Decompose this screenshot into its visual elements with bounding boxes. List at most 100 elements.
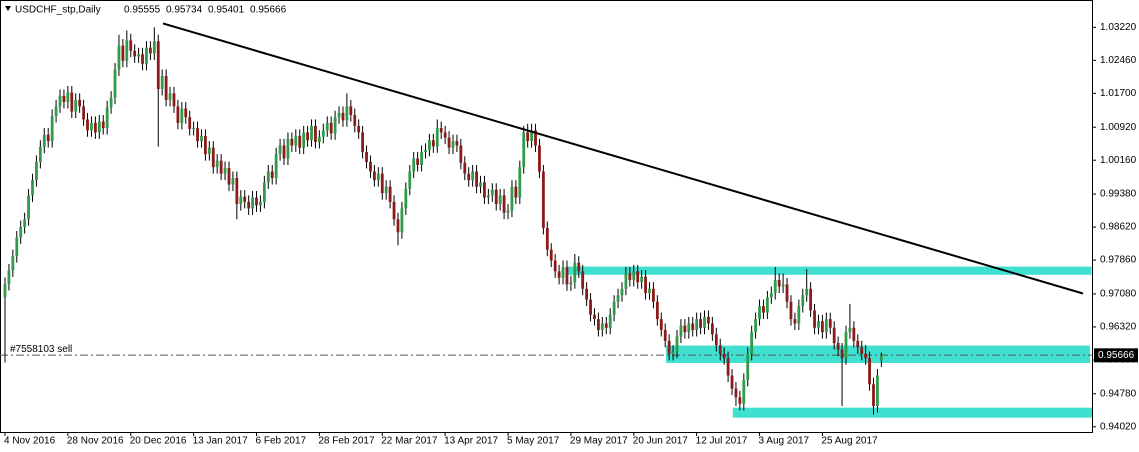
- candle-body: [762, 306, 765, 313]
- candle-body: [54, 106, 58, 116]
- candle-body: [864, 353, 868, 359]
- candle-body: [502, 195, 506, 213]
- candle-body: [809, 288, 813, 311]
- candle-body: [333, 117, 337, 134]
- candle-body: [553, 260, 557, 272]
- candle-body: [133, 50, 137, 57]
- candle-body: [365, 151, 368, 162]
- candle-body: [675, 336, 679, 352]
- candle-body: [856, 340, 860, 348]
- header-close: 0.95666: [250, 5, 287, 16]
- candle-body: [341, 112, 345, 121]
- candle-body: [852, 327, 856, 341]
- candle-body: [46, 134, 50, 142]
- candle-body: [345, 106, 349, 121]
- candle-body: [585, 288, 589, 300]
- candle-body: [632, 271, 636, 281]
- candle-body: [738, 397, 742, 404]
- x-tick-label: 20 Jun 2017: [633, 436, 688, 447]
- y-tick-label: 0.94780: [1100, 388, 1137, 399]
- candle-body: [805, 288, 809, 296]
- candle-body: [636, 271, 640, 283]
- candle-body: [353, 115, 357, 126]
- candle-body: [593, 314, 596, 320]
- x-tick-label: 3 Aug 2017: [759, 436, 810, 447]
- x-tick-label: 28 Feb 2017: [318, 436, 375, 447]
- candle-body: [439, 128, 443, 133]
- candle-body: [424, 149, 427, 152]
- candle-body: [137, 54, 141, 57]
- candle-body: [549, 249, 553, 261]
- candle-body: [306, 132, 309, 141]
- candle-body: [860, 347, 864, 354]
- y-tick-label: 0.97860: [1100, 255, 1137, 266]
- candle-body: [844, 332, 848, 359]
- candle-body: [447, 137, 451, 148]
- candle-body: [121, 45, 125, 61]
- order-label: #7558103 sell: [10, 344, 72, 355]
- y-tick-label: 0.94020: [1100, 421, 1137, 432]
- candle-body: [640, 276, 644, 283]
- candle-body: [255, 197, 258, 206]
- candle-body: [789, 301, 793, 320]
- candle-body: [644, 276, 647, 294]
- candle-body: [290, 138, 294, 146]
- candle-body: [663, 329, 667, 341]
- candle-body: [176, 106, 180, 123]
- candle-body: [581, 271, 585, 289]
- candle-body: [23, 219, 27, 228]
- candle-body: [435, 128, 439, 147]
- candle-body: [655, 301, 659, 320]
- header-high: 0.95734: [166, 5, 203, 16]
- x-tick-label: 6 Feb 2017: [256, 436, 307, 447]
- candle-body: [824, 319, 828, 333]
- candle-body: [667, 340, 671, 354]
- candle-body: [522, 132, 526, 168]
- candle-body: [90, 122, 93, 131]
- candle-body: [243, 196, 247, 202]
- candle-body: [765, 297, 769, 313]
- candle-body: [628, 273, 632, 281]
- price-zone: [732, 407, 1092, 418]
- candle-body: [105, 107, 109, 129]
- candle-body: [730, 375, 734, 389]
- candle-body: [624, 273, 628, 289]
- candle-body: [821, 321, 824, 333]
- candle-body: [683, 325, 687, 333]
- candle-body: [828, 319, 832, 328]
- candle-body: [648, 288, 651, 294]
- candle-body: [168, 93, 172, 100]
- x-tick-label: 22 Mar 2017: [381, 436, 438, 447]
- x-tick-label: 20 Dec 2016: [130, 436, 187, 447]
- candle-body: [373, 171, 376, 181]
- candle-body: [699, 319, 702, 328]
- candle-body: [726, 358, 730, 376]
- candle-body: [82, 106, 85, 120]
- candle-body: [483, 182, 486, 198]
- candle-body: [408, 171, 412, 189]
- candle-body: [294, 135, 298, 146]
- candle-body: [317, 136, 321, 142]
- candle-body: [608, 314, 612, 328]
- candle-body: [172, 93, 176, 107]
- candle-body: [616, 295, 620, 302]
- candle-body: [141, 54, 144, 64]
- candle-body: [50, 115, 54, 142]
- candle-body: [734, 388, 738, 398]
- candle-body: [526, 132, 530, 142]
- candle-body: [600, 323, 604, 330]
- candle-body: [11, 256, 15, 271]
- candle-body: [369, 161, 372, 172]
- y-tick-label: 1.02460: [1100, 55, 1137, 66]
- candle-body: [750, 332, 754, 354]
- y-tick-label: 0.98620: [1100, 222, 1137, 233]
- candle-body: [879, 355, 883, 361]
- x-tick-label: 28 Nov 2016: [67, 436, 124, 447]
- plot-frame: [0, 0, 1093, 433]
- candle-body: [129, 40, 133, 51]
- candle-body: [148, 47, 152, 54]
- candle-body: [687, 323, 691, 333]
- candle-body: [541, 171, 545, 228]
